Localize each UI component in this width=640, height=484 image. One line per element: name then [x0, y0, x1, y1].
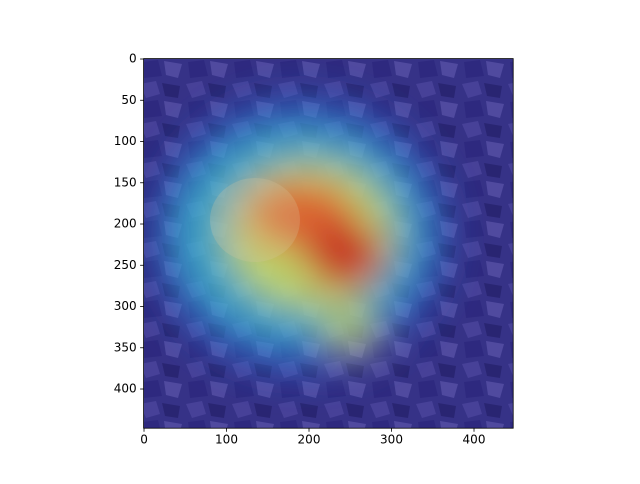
heatmap-image — [143, 58, 514, 429]
y-tick-label: 50 — [121, 93, 136, 107]
x-tick-label: 300 — [380, 433, 403, 447]
y-tick-label: 400 — [114, 382, 137, 396]
y-tick-label: 150 — [114, 175, 137, 189]
axes-frame — [143, 58, 514, 429]
y-tick-label: 200 — [114, 217, 137, 231]
x-tick-label: 400 — [463, 433, 486, 447]
y-tick-label: 300 — [114, 299, 137, 313]
y-tick-label: 0 — [129, 52, 137, 66]
y-tick-label: 250 — [114, 258, 137, 272]
y-tick-label: 100 — [114, 134, 137, 148]
x-tick-label: 0 — [140, 433, 148, 447]
y-tick-label: 350 — [114, 340, 137, 354]
x-tick-label: 100 — [215, 433, 238, 447]
x-tick-label: 200 — [298, 433, 321, 447]
bird — [210, 178, 300, 262]
